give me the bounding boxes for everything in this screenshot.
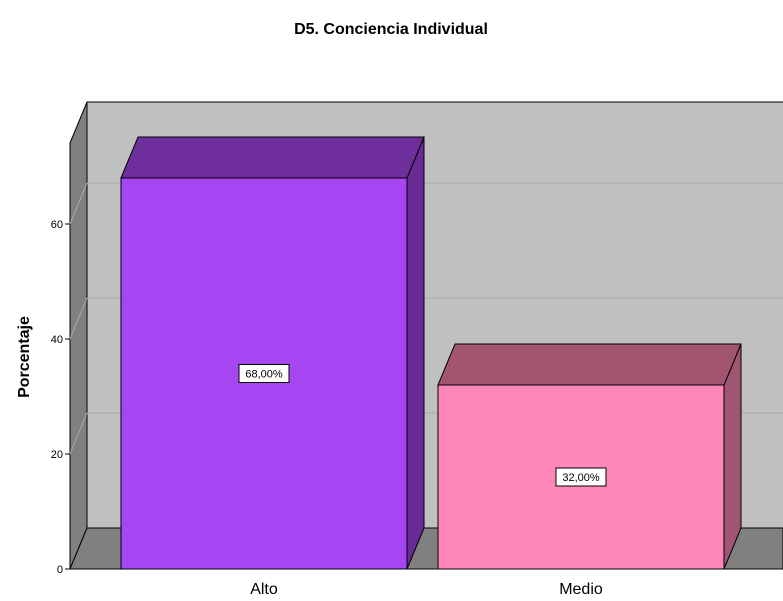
x-category-label: Alto [250,581,278,598]
bar-medio [437,343,742,570]
bar-top-face [120,136,425,179]
data-label-text: 32,00% [562,472,600,484]
y-axis-label: Porcentaje [16,316,33,398]
y-tick-label: 40 [51,334,63,346]
data-label-text: 68,00% [245,369,283,381]
bar-top-face [437,343,742,386]
data-label: 32,00% [555,467,607,487]
y-tick-label: 0 [57,564,63,576]
chart-title: D5. Conciencia Individual [294,21,488,38]
y-tick-label: 60 [51,219,63,231]
data-label-box [238,364,290,383]
bar-alto [120,136,425,570]
chart-left-wall [69,101,88,570]
y-tick-label: 20 [51,449,63,461]
gridline-side [69,297,88,340]
data-label: 68,00% [238,364,290,383]
data-label-box [555,467,607,487]
gridline-side [69,412,88,455]
gridline-side [69,182,88,225]
bar-side-face [406,136,425,570]
x-category-label: Medio [559,581,603,598]
